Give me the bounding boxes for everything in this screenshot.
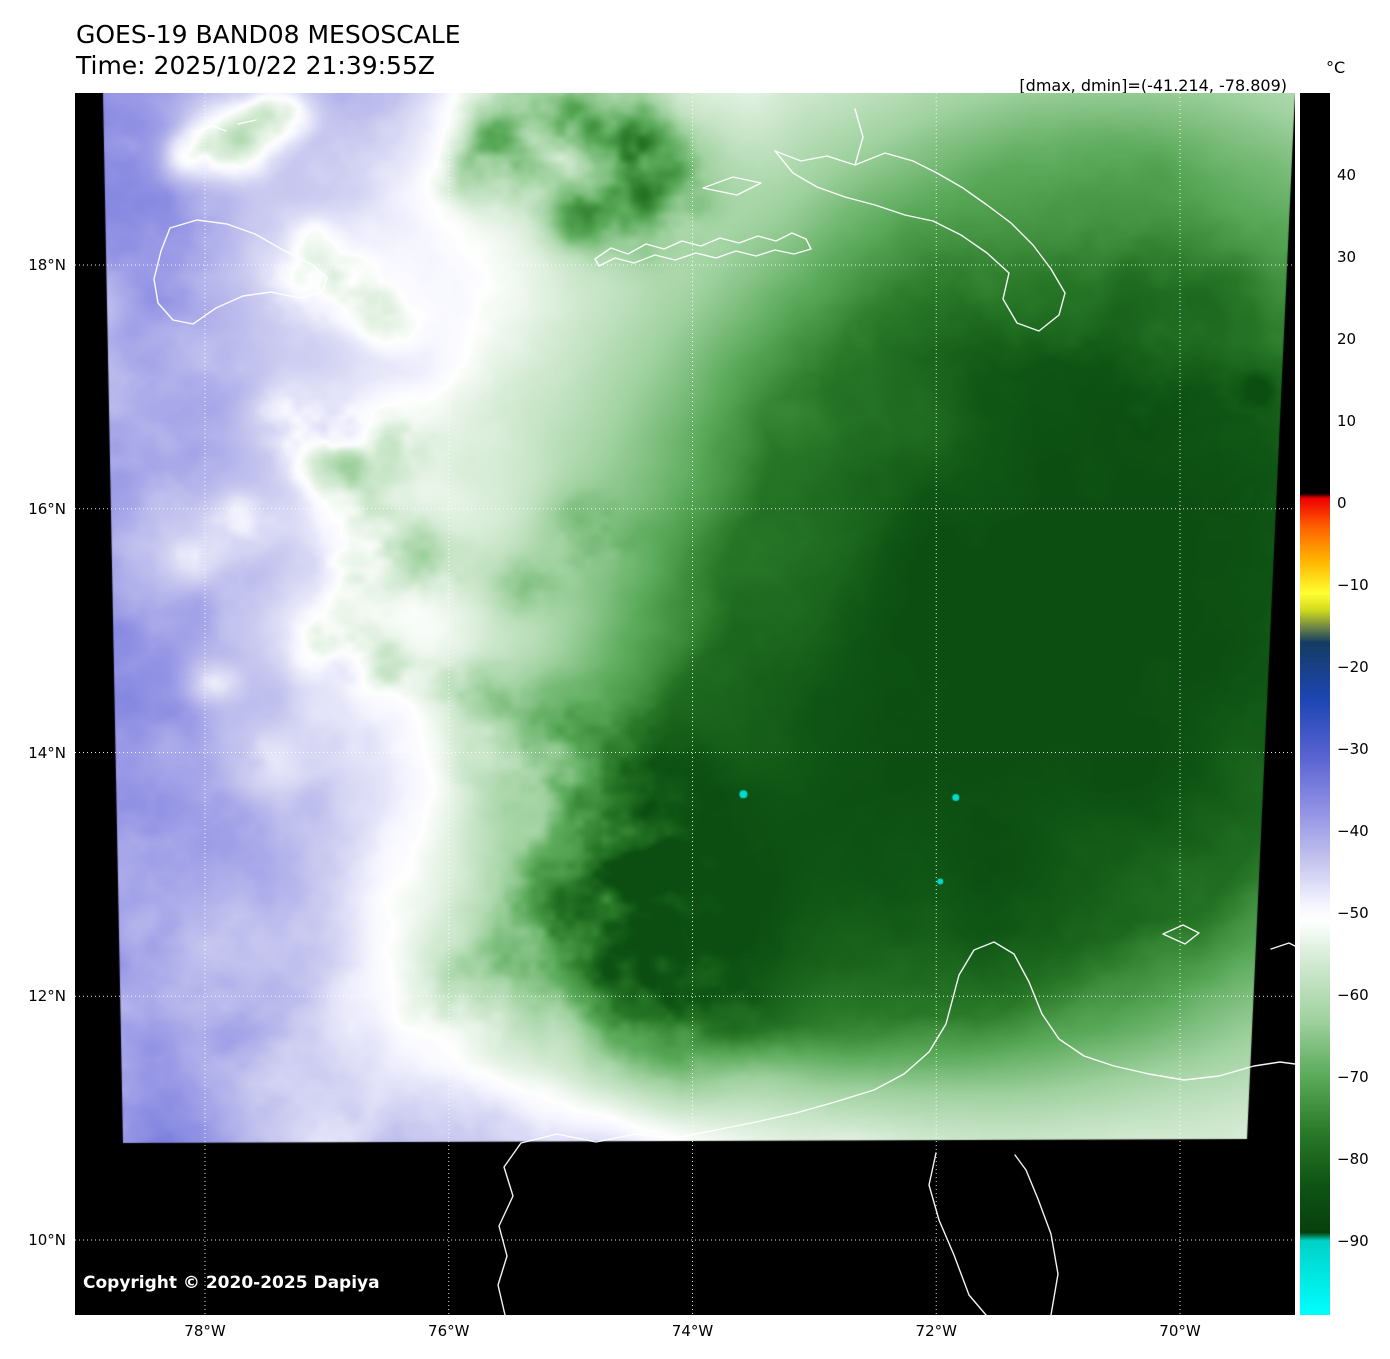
map-plot-area: Copyright © 2020-2025 Dapiya [75,93,1295,1315]
lon-tick-label: 74°W [671,1322,714,1340]
colorbar-tick-label: 10 [1337,412,1357,431]
coastline-jamaica [153,219,328,325]
lon-tick-label: 76°W [428,1322,470,1340]
lat-tick-label: 10°N [28,1231,66,1249]
figure-title: GOES-19 BAND08 MESOSCALE [76,20,461,49]
satellite-imagery-canvas [75,93,1295,1315]
lat-tick-label: 16°N [28,499,66,518]
colorbar-tick-label: −70 [1337,1068,1369,1087]
lon-tick-label: 70°W [1159,1322,1201,1340]
colorbar-tick-label: −60 [1337,986,1369,1005]
lat-tick-label: 12°N [28,987,66,1006]
coastline-gulf-inlet-east [1014,1154,1059,1315]
coastline-haiti-peninsula [594,232,812,267]
copyright-watermark: Copyright © 2020-2025 Dapiya [83,1273,380,1293]
coastline-gonave [702,176,762,196]
coastline-south-america [497,941,1295,1315]
colorbar-unit: °C [1326,58,1346,77]
colorbar [1300,93,1330,1315]
lon-tick-label: 78°W [184,1322,226,1340]
coastline-cays [194,119,257,133]
coastline-gulf-inlet-west [928,1152,987,1315]
coastline-islets [1162,924,1295,950]
lat-tick-label: 14°N [28,743,66,762]
colorbar-tick-label: 40 [1337,166,1357,184]
coastline-hispaniola [774,108,1066,332]
lon-tick-label: 72°W [915,1322,957,1340]
colorbar-tick-label: 30 [1337,248,1357,267]
colorbar-tick-label: −90 [1337,1232,1369,1251]
colorbar-tick-label: 20 [1337,330,1357,349]
coastlines-overlay [153,108,1295,1315]
colorbar-tick-label: −50 [1337,904,1369,923]
colorbar-tick-label: −20 [1337,658,1369,677]
colorbar-tick-label: −80 [1337,1150,1369,1169]
colorbar-tick-label: −10 [1337,576,1369,595]
colorbar-tick-label: 0 [1337,494,1347,513]
colorbar-tick-label: −30 [1337,740,1369,759]
colorbar-tick-label: −40 [1337,822,1369,841]
latlon-gridlines [75,93,1295,1315]
figure-timestamp: Time: 2025/10/22 21:39:55Z [76,51,435,80]
lat-tick-label: 18°N [28,256,66,274]
dmax-dmin-readout: [dmax, dmin]=(-41.214, -78.809) [1019,76,1287,95]
